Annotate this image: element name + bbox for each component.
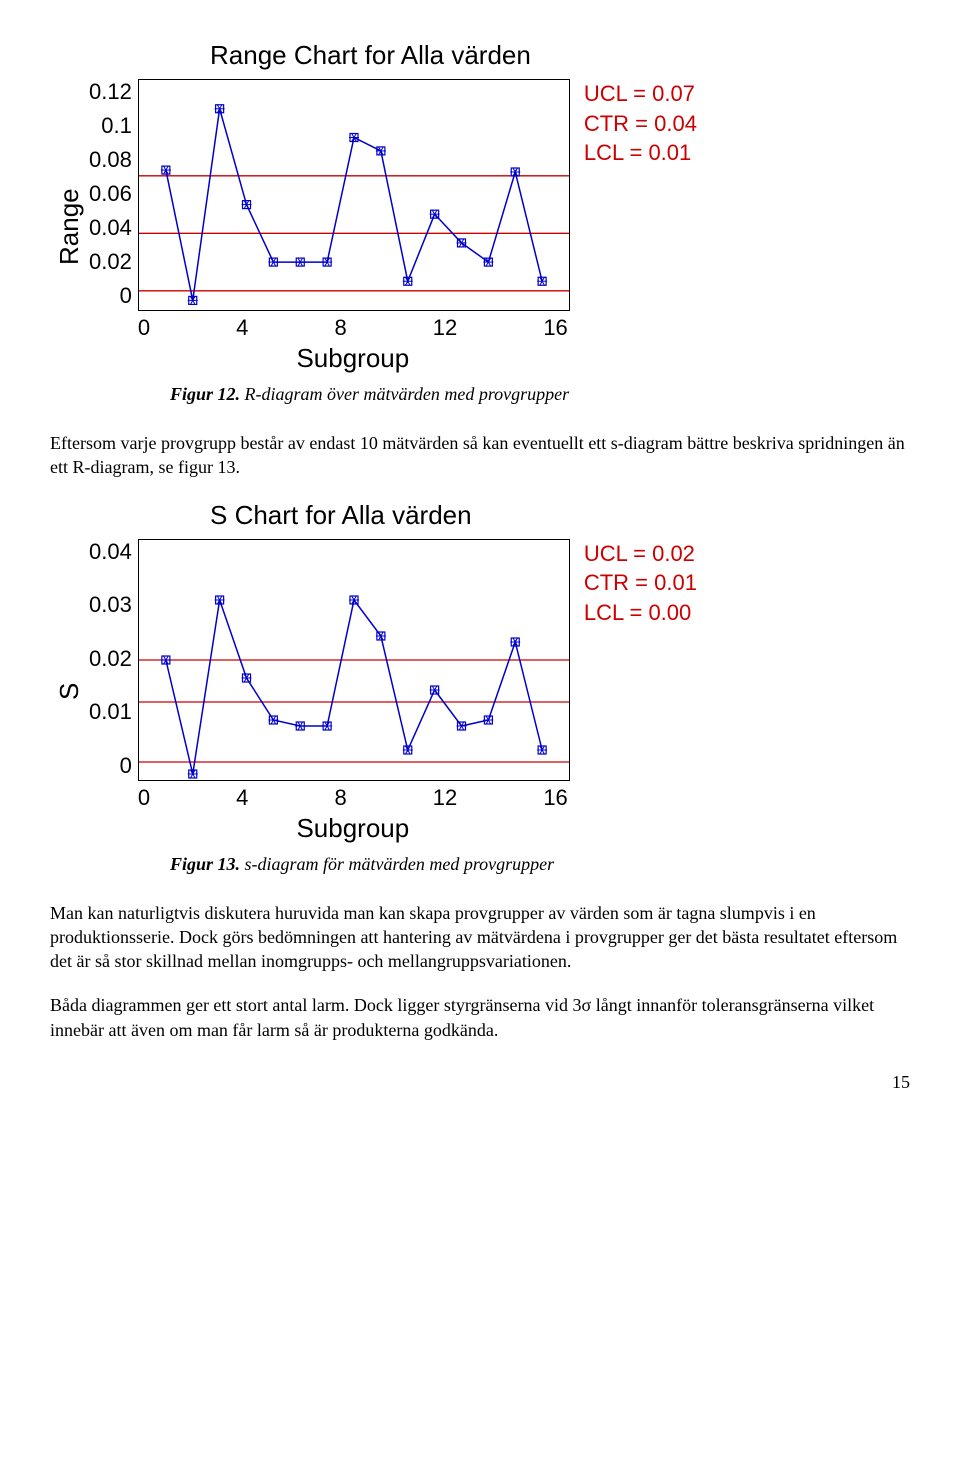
y-ticks: 0.120.10.080.060.040.020 [89,79,138,309]
page-number: 15 [50,1072,910,1093]
ctr-label: CTR = 0.01 [584,568,697,598]
x-axis-label: Subgroup [138,343,568,374]
plot-area [138,79,570,311]
figure-text: R-diagram över mätvärden med provgrupper [240,384,569,404]
chart-title: Range Chart for Alla värden [210,40,910,71]
body-paragraph: Eftersom varje provgrupp består av endas… [50,431,910,480]
body-paragraph: Man kan naturligtvis diskutera huruvida … [50,901,910,974]
figure-number: Figur 13. [170,854,240,874]
x-ticks: 0481216 [138,315,568,341]
x-axis-label: Subgroup [138,813,568,844]
figure-number: Figur 12. [170,384,240,404]
s-chart: S Chart for Alla värden S 0.040.030.020.… [50,500,910,844]
figure-caption: Figur 12. R-diagram över mätvärden med p… [170,384,910,405]
lcl-label: LCL = 0.01 [584,138,697,168]
y-ticks: 0.040.030.020.010 [89,539,138,779]
chart-title: S Chart for Alla värden [210,500,910,531]
y-axis-label: S [50,539,89,844]
range-chart: Range Chart for Alla värden Range 0.120.… [50,40,910,374]
ucl-label: UCL = 0.02 [584,539,697,569]
ctr-label: CTR = 0.04 [584,109,697,139]
figure-text: s-diagram för mätvärden med provgrupper [240,854,554,874]
y-axis-label: Range [50,79,89,374]
figure-caption: Figur 13. s-diagram för mätvärden med pr… [170,854,910,875]
legend: UCL = 0.02 CTR = 0.01 LCL = 0.00 [570,539,697,781]
lcl-label: LCL = 0.00 [584,598,697,628]
body-paragraph: Båda diagrammen ger ett stort antal larm… [50,993,910,1042]
x-ticks: 0481216 [138,785,568,811]
plot-area [138,539,570,781]
ucl-label: UCL = 0.07 [584,79,697,109]
legend: UCL = 0.07 CTR = 0.04 LCL = 0.01 [570,79,697,311]
